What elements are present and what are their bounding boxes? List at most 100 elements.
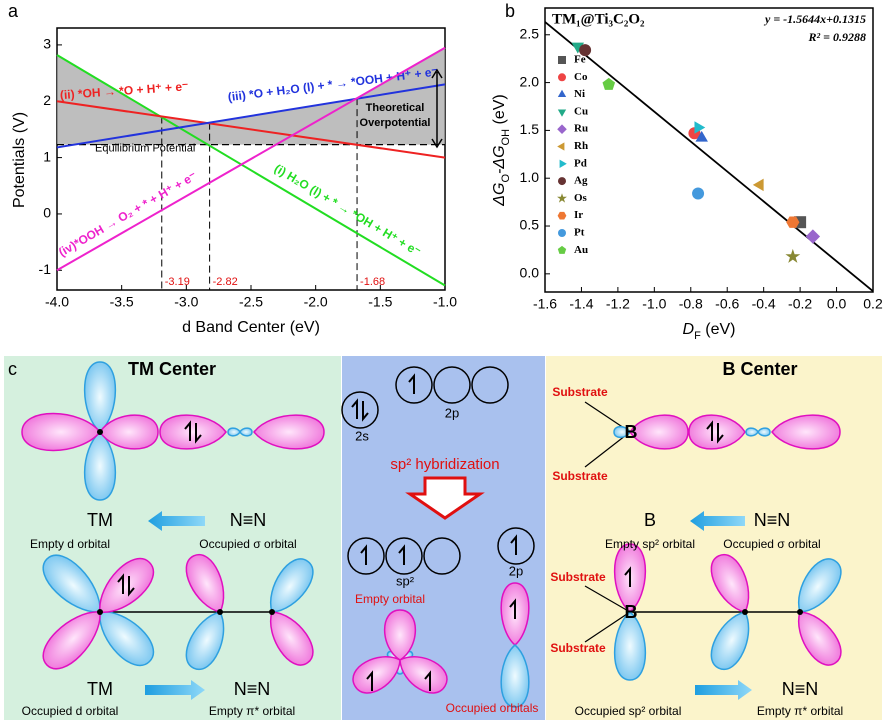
plot-frame: [544, 7, 874, 293]
legend-label: Co: [574, 71, 588, 83]
legend-marker: [557, 89, 567, 97]
orbital-box: [341, 391, 379, 429]
pink-lobe: [99, 557, 155, 613]
legend-marker: [557, 124, 567, 134]
legend-marker: [557, 109, 567, 117]
legend-marker: [557, 245, 567, 254]
legend-label: Au: [574, 244, 588, 256]
panel-label: a: [8, 1, 19, 21]
caption: Empty π* orbital: [209, 704, 295, 718]
spin-up: [184, 420, 191, 441]
blue-lobe: [83, 431, 117, 501]
x-axis-label-part: D: [683, 321, 695, 338]
x-tick-label: -1.2: [606, 296, 630, 312]
y-axis-label-part: (eV): [491, 94, 508, 129]
substrate-label: Substrate: [552, 385, 608, 399]
pink-lobe: [352, 656, 401, 694]
pink-lobe: [185, 553, 225, 613]
legend-label: Pt: [574, 227, 585, 239]
legend-marker: [557, 142, 565, 151]
legend-label: Pd: [574, 157, 587, 169]
r2-label: R² = 0.9288: [808, 30, 866, 44]
y-tick-label: 1.5: [520, 121, 540, 137]
orbital-box: [497, 527, 535, 565]
orbital-shapes: [21, 361, 842, 708]
caption: Occupied d orbital: [22, 704, 119, 718]
y-axis-label-part: OH: [500, 129, 512, 146]
substrate-bond: [584, 585, 631, 613]
blue-lobe: [757, 427, 771, 437]
pink-lobe: [253, 414, 325, 450]
overpotential-area: [57, 47, 445, 145]
spin-up: [398, 544, 405, 565]
x-tick-label: -0.2: [788, 296, 812, 312]
legend-label: Os: [574, 192, 588, 204]
orbital-box: [347, 537, 385, 575]
x-tick-label: 0.2: [863, 296, 883, 312]
caption: Occupied sp² orbital: [575, 704, 682, 718]
point: [752, 178, 764, 192]
legend-label: Cu: [574, 105, 588, 117]
nucleus: [217, 609, 223, 615]
x-tick-label: 0.0: [827, 296, 847, 312]
blue-lobe: [613, 425, 631, 439]
overpotential-arrow: [431, 68, 443, 149]
orbital-label: 2p: [445, 405, 459, 420]
x-tick-label: -0.8: [679, 296, 703, 312]
orbital-label: 2p: [509, 563, 523, 578]
legend-marker: [559, 159, 567, 168]
spin-up: [360, 544, 367, 565]
nucleus: [269, 609, 275, 615]
atom-label: B: [625, 422, 638, 442]
series-line: [56, 83, 446, 149]
point: [805, 229, 821, 244]
tm-label: TM: [87, 510, 113, 530]
spin-up: [366, 670, 373, 691]
nucleus: [97, 429, 103, 435]
x-tick-label: -0.4: [752, 296, 776, 312]
x-tick-label: -2.5: [239, 294, 263, 310]
pink-lobe: [42, 611, 101, 670]
spin-up: [509, 598, 516, 619]
orbital-box: [385, 537, 423, 575]
substrate-label: Substrate: [550, 570, 606, 584]
panel-label: b: [505, 1, 515, 21]
nucleus: [797, 609, 803, 615]
caption: Empty d orbital: [30, 537, 110, 551]
blue-lobe: [83, 361, 117, 433]
y-tick-label: 3: [43, 36, 51, 52]
fit-label: y = -1.5644x+0.1315: [763, 12, 866, 26]
donation-arrow: [145, 680, 205, 700]
tm-title: TM Center: [128, 359, 216, 379]
series-line: [56, 100, 446, 159]
b-title: B Center: [722, 359, 797, 379]
pink-lobe: [771, 414, 841, 450]
pink-lobe: [21, 412, 101, 452]
x-tick-label: -3.5: [110, 294, 134, 310]
x-axis-label: d Band Center (eV): [182, 319, 320, 336]
legend-marker: [558, 229, 566, 237]
spin-down: [128, 576, 135, 597]
blue-lobe: [227, 427, 241, 437]
y-axis-label: Potentials (V): [11, 112, 28, 208]
spin-up: [424, 670, 431, 691]
blue-lobe: [745, 427, 759, 437]
marker-label: -3.19: [165, 276, 190, 288]
spin-up: [624, 566, 631, 587]
charts: -4.0 -3.5 -3.0 -2.5 -2.0 -1.5 -1.0 -1 0 1 2 3 Equili…: [11, 7, 883, 342]
y-axis-label: ΔGO-ΔGOH (eV): [491, 94, 512, 206]
y-tick-label: 2.0: [520, 73, 540, 89]
pink-lobe: [383, 609, 417, 661]
orbital-label: sp²: [396, 573, 415, 588]
legend-marker: [558, 177, 566, 186]
x-tick-label: -1.5: [368, 294, 392, 310]
legend-label: Rh: [574, 140, 588, 152]
process-label: sp² hybridization: [390, 456, 499, 473]
nucleus: [97, 609, 103, 615]
spin-up: [408, 373, 415, 394]
n2-label: N≡N: [782, 679, 819, 699]
donation-arrow: [690, 511, 745, 531]
tm-label: TM: [87, 679, 113, 699]
y-tick-label: -1: [39, 261, 52, 277]
